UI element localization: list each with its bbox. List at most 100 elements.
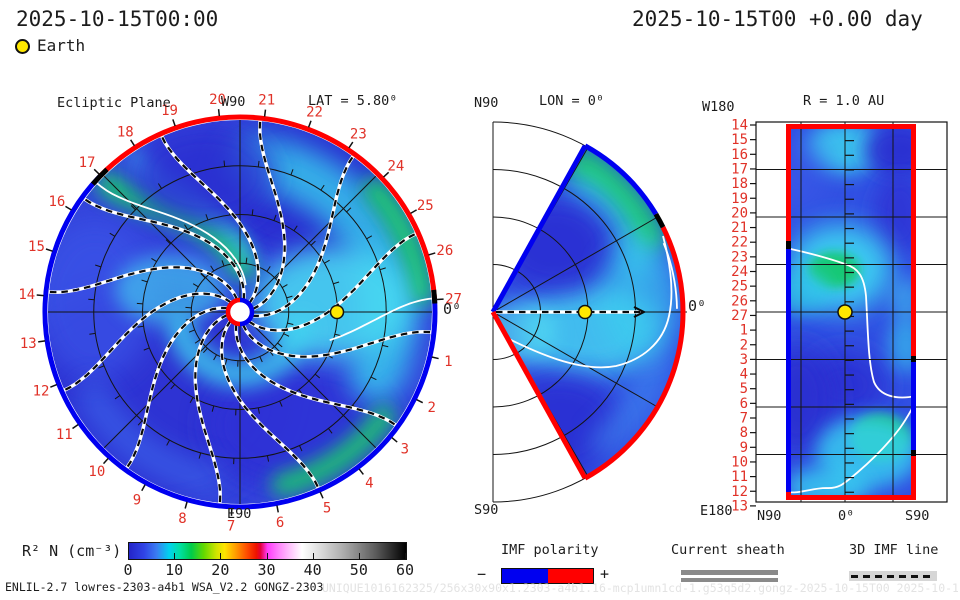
ecliptic-day-label: 4 [365,475,373,491]
radial-xlabel-n90: N90 [757,508,782,524]
ecliptic-day-label: 1 [444,354,452,370]
radial-current-sheet-1 [786,247,916,399]
colorbar-tick-mark [358,553,360,559]
meridional-current-sheet [496,235,673,369]
current-sheath-title: Current sheath [671,542,785,558]
radial-day-label: 10 [731,454,748,470]
ecliptic-day-label: 5 [323,500,331,516]
ecliptic-day-label: 16 [48,194,65,210]
radial-day-labels: 1415161718192021222324252627123456789101… [731,118,756,514]
radial-day-label: 3 [740,352,748,368]
radial-day-label: 7 [740,411,748,427]
meridional-title: LON = 0⁰ [539,93,605,109]
ecliptic-day-label: 17 [79,155,96,171]
radial-day-label: 8 [740,425,748,441]
radial-day-label: 24 [731,264,748,280]
meridional-south-edge [490,310,588,480]
colorbar-tick-label: 40 [303,561,322,579]
radial-day-label: 6 [740,396,748,412]
timestamp-right: 2025-10-15T00 +0.00 day [632,7,923,31]
earth-marker-ecliptic [329,304,345,320]
radial-day-label: 27 [731,308,748,324]
radial-day-label: 25 [731,279,748,295]
meridional-plot [490,121,687,503]
ecliptic-day-label: 8 [178,511,186,527]
radial-day-label: 5 [740,381,748,397]
radial-xlabel-s90: S90 [905,508,930,524]
earth-marker-radial [837,304,853,320]
sun-ring-positive [239,297,255,327]
ecliptic-e90-label: E90 [227,506,252,522]
colorbar-tick-label: 20 [211,561,230,579]
radial-day-label: 17 [731,161,748,177]
radial-e180-label: E180 [700,503,733,519]
colorbar-label: R² N (cm⁻³) [22,542,122,560]
radial-day-label: 12 [731,484,748,500]
ecliptic-day-label: 14 [18,287,35,303]
imf-polarity-swatch [501,568,594,584]
ecliptic-day-label: 2 [427,400,435,416]
radial-day-label: 11 [731,469,748,485]
imf-minus-label: − [477,565,487,583]
radial-day-label: 20 [731,205,748,221]
radial-day-label: 9 [740,440,748,456]
ecliptic-day-label: 15 [28,239,45,255]
colorbar-tick-label: 60 [395,561,415,579]
imf-polarity-title: IMF polarity [501,542,599,558]
colorbar-tick-mark [220,553,222,559]
ecliptic-imf-lines [47,119,433,505]
radial-xlabel-zero: 0⁰ [838,508,855,524]
ecliptic-day-label: 21 [258,93,275,109]
colorbar-tick-label: 50 [349,561,368,579]
ecliptic-day-label: 13 [20,336,37,352]
radial-day-label: 15 [731,132,748,148]
sun-ring-negative [225,297,241,327]
current-sheath-bar-1 [681,570,778,575]
radial-day-label: 18 [731,176,748,192]
ecliptic-day-label: 22 [306,104,323,120]
imf-positive-swatch [547,569,593,583]
radial-axis-box [755,121,948,503]
radial-day-label: 1 [740,323,748,339]
colorbar-tick-mark [128,553,129,559]
radial-day-label: 16 [731,147,748,163]
earth-marker-meridional [577,304,593,320]
meridional-north-edge [490,144,588,314]
radial-day-label: 13 [731,498,748,514]
ecliptic-day-label: 12 [33,384,50,400]
imf-line-arrow [633,306,647,318]
ecliptic-day-label: 24 [387,158,404,174]
current-sheath-bar-2 [681,577,778,582]
ecliptic-w90-label: W90 [221,94,246,110]
imf-plus-label: + [600,565,610,583]
ecliptic-day-label: 18 [117,124,134,140]
radial-day-label: 14 [731,118,748,134]
imf-negative-swatch [502,569,548,583]
imf3d-title: 3D IMF line [849,542,939,558]
meridional-zero-deg-label: 0⁰ [688,297,707,315]
colorbar-gradient [128,542,407,560]
ecliptic-day-label: 6 [276,515,284,531]
radial-w180-label: W180 [702,99,735,115]
ecliptic-day-label: 27 [445,291,462,307]
ecliptic-day-label: 26 [436,243,453,259]
meridional-s90-label: S90 [474,502,499,518]
radial-title: R = 1.0 AU [803,93,885,109]
radial-day-label: 23 [731,249,748,265]
ecliptic-day-label: 7 [227,519,235,535]
colorbar-tick-label: 0 [123,561,133,579]
timestamp-left: 2025-10-15T00:00 [16,7,219,31]
ecliptic-day-label: 3 [401,441,409,457]
radial-day-label: 19 [731,191,748,207]
model-info: ENLIL-2.7 lowres-2303-a4b1 WSA_V2.2 GONG… [5,580,324,594]
colorbar-tick-mark [312,553,314,559]
ecliptic-current-sheet [96,182,433,342]
ecliptic-day-label: 23 [350,127,367,143]
radial-day-label: 22 [731,235,748,251]
earth-legend-icon [15,39,30,54]
ecliptic-day-label: 19 [161,103,178,119]
colorbar-tick-label: 30 [257,561,276,579]
